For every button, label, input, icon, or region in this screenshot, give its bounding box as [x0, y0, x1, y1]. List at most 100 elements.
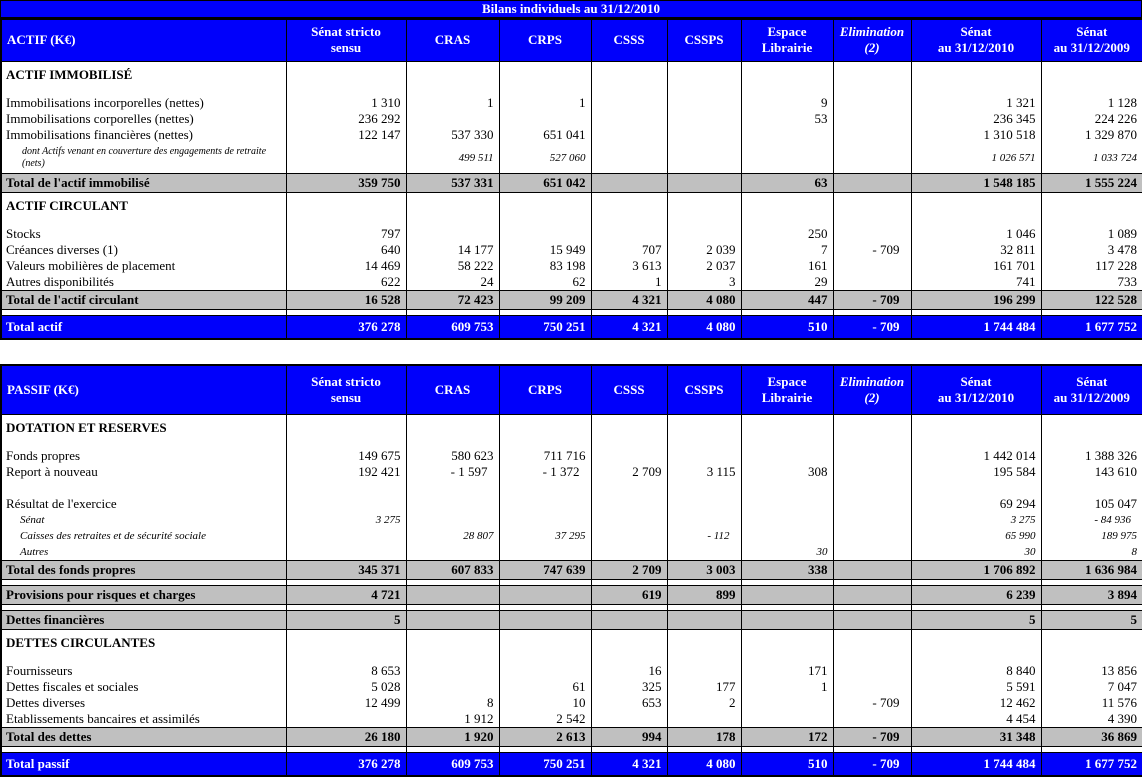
value-cell [833, 111, 911, 127]
value-cell: 61 [499, 679, 591, 695]
column-header: Espace Librairie [741, 365, 833, 415]
value-cell [741, 415, 833, 442]
value-cell: 3 115 [667, 464, 741, 480]
value-cell: 619 [591, 586, 667, 605]
value-cell [499, 441, 591, 448]
value-cell [406, 496, 499, 512]
value-cell [499, 611, 591, 630]
value-cell: 8 [406, 695, 499, 711]
value-cell: 4 721 [286, 586, 406, 605]
value-cell: 236 345 [911, 111, 1041, 127]
value-cell [833, 464, 911, 480]
value-cell: 376 278 [286, 753, 406, 777]
row-label [1, 88, 286, 95]
value-cell [406, 663, 499, 679]
value-cell [833, 219, 911, 226]
value-cell [1041, 219, 1142, 226]
column-header: CSSPS [667, 19, 741, 61]
value-cell [591, 656, 667, 663]
value-cell [667, 496, 741, 512]
value-cell: 250 [741, 226, 833, 242]
value-cell [911, 630, 1041, 657]
value-cell [667, 711, 741, 728]
value-cell: 13 856 [1041, 663, 1142, 679]
value-cell [911, 219, 1041, 226]
row-label: DETTES CIRCULANTES [1, 630, 286, 657]
value-cell [833, 480, 911, 496]
value-cell: 65 990 [911, 528, 1041, 544]
value-cell: 37 295 [499, 528, 591, 544]
value-cell: 510 [741, 753, 833, 777]
value-cell: 345 371 [286, 561, 406, 580]
value-cell [667, 656, 741, 663]
value-cell [741, 528, 833, 544]
value-cell: 28 807 [406, 528, 499, 544]
row-label: Caisses des retraites et de sécurité soc… [1, 528, 286, 544]
value-cell: 4 080 [667, 753, 741, 777]
table-row: Immobilisations corporelles (nettes)236 … [1, 111, 1142, 127]
row-label [1, 480, 286, 496]
row-label: Total de l'actif immobilisé [1, 173, 286, 192]
value-cell: 16 [591, 663, 667, 679]
row-label: Sénat [1, 512, 286, 528]
value-cell [406, 480, 499, 496]
value-cell: 4 321 [591, 315, 667, 339]
row-label: Autres [1, 544, 286, 561]
value-cell [591, 611, 667, 630]
value-cell: 2 039 [667, 242, 741, 258]
value-cell [499, 630, 591, 657]
value-cell: 99 209 [499, 290, 591, 309]
value-cell: 899 [667, 586, 741, 605]
passif-corner-header: PASSIF (K€) [1, 365, 286, 415]
value-cell: 4 080 [667, 290, 741, 309]
value-cell [911, 61, 1041, 88]
value-cell [833, 448, 911, 464]
value-cell [286, 656, 406, 663]
value-cell: 651 042 [499, 173, 591, 192]
value-cell: 11 576 [1041, 695, 1142, 711]
value-cell: 36 869 [1041, 728, 1142, 747]
value-cell [667, 480, 741, 496]
column-header: Sénat stricto sensu [286, 365, 406, 415]
value-cell: 1 677 752 [1041, 315, 1142, 339]
value-cell: 4 321 [591, 753, 667, 777]
value-cell: - 112 [667, 528, 741, 544]
value-cell [741, 127, 833, 143]
column-header: Sénat au 31/12/2010 [911, 19, 1041, 61]
value-cell [667, 630, 741, 657]
value-cell: 1 388 326 [1041, 448, 1142, 464]
value-cell: 1 033 724 [1041, 143, 1142, 174]
value-cell [667, 173, 741, 192]
value-cell [286, 544, 406, 561]
value-cell [833, 561, 911, 580]
value-cell: 195 584 [911, 464, 1041, 480]
row-label: Report à nouveau [1, 464, 286, 480]
value-cell: 1 706 892 [911, 561, 1041, 580]
column-header: Sénat stricto sensu [286, 19, 406, 61]
table-row: dont Actifs venant en couverture des eng… [1, 143, 1142, 174]
value-cell: 58 222 [406, 258, 499, 274]
value-cell [591, 711, 667, 728]
column-header: Sénat au 31/12/2010 [911, 365, 1041, 415]
value-cell [833, 528, 911, 544]
value-cell [286, 480, 406, 496]
value-cell [591, 496, 667, 512]
value-cell: 9 [741, 95, 833, 111]
row-label: Total actif [1, 315, 286, 339]
value-cell: 1 548 185 [911, 173, 1041, 192]
value-cell: 447 [741, 290, 833, 309]
value-cell: 105 047 [1041, 496, 1142, 512]
value-cell: 5 591 [911, 679, 1041, 695]
value-cell: 527 060 [499, 143, 591, 174]
value-cell: 10 [499, 695, 591, 711]
value-cell [591, 226, 667, 242]
value-cell [833, 656, 911, 663]
value-cell: 376 278 [286, 315, 406, 339]
value-cell [833, 415, 911, 442]
